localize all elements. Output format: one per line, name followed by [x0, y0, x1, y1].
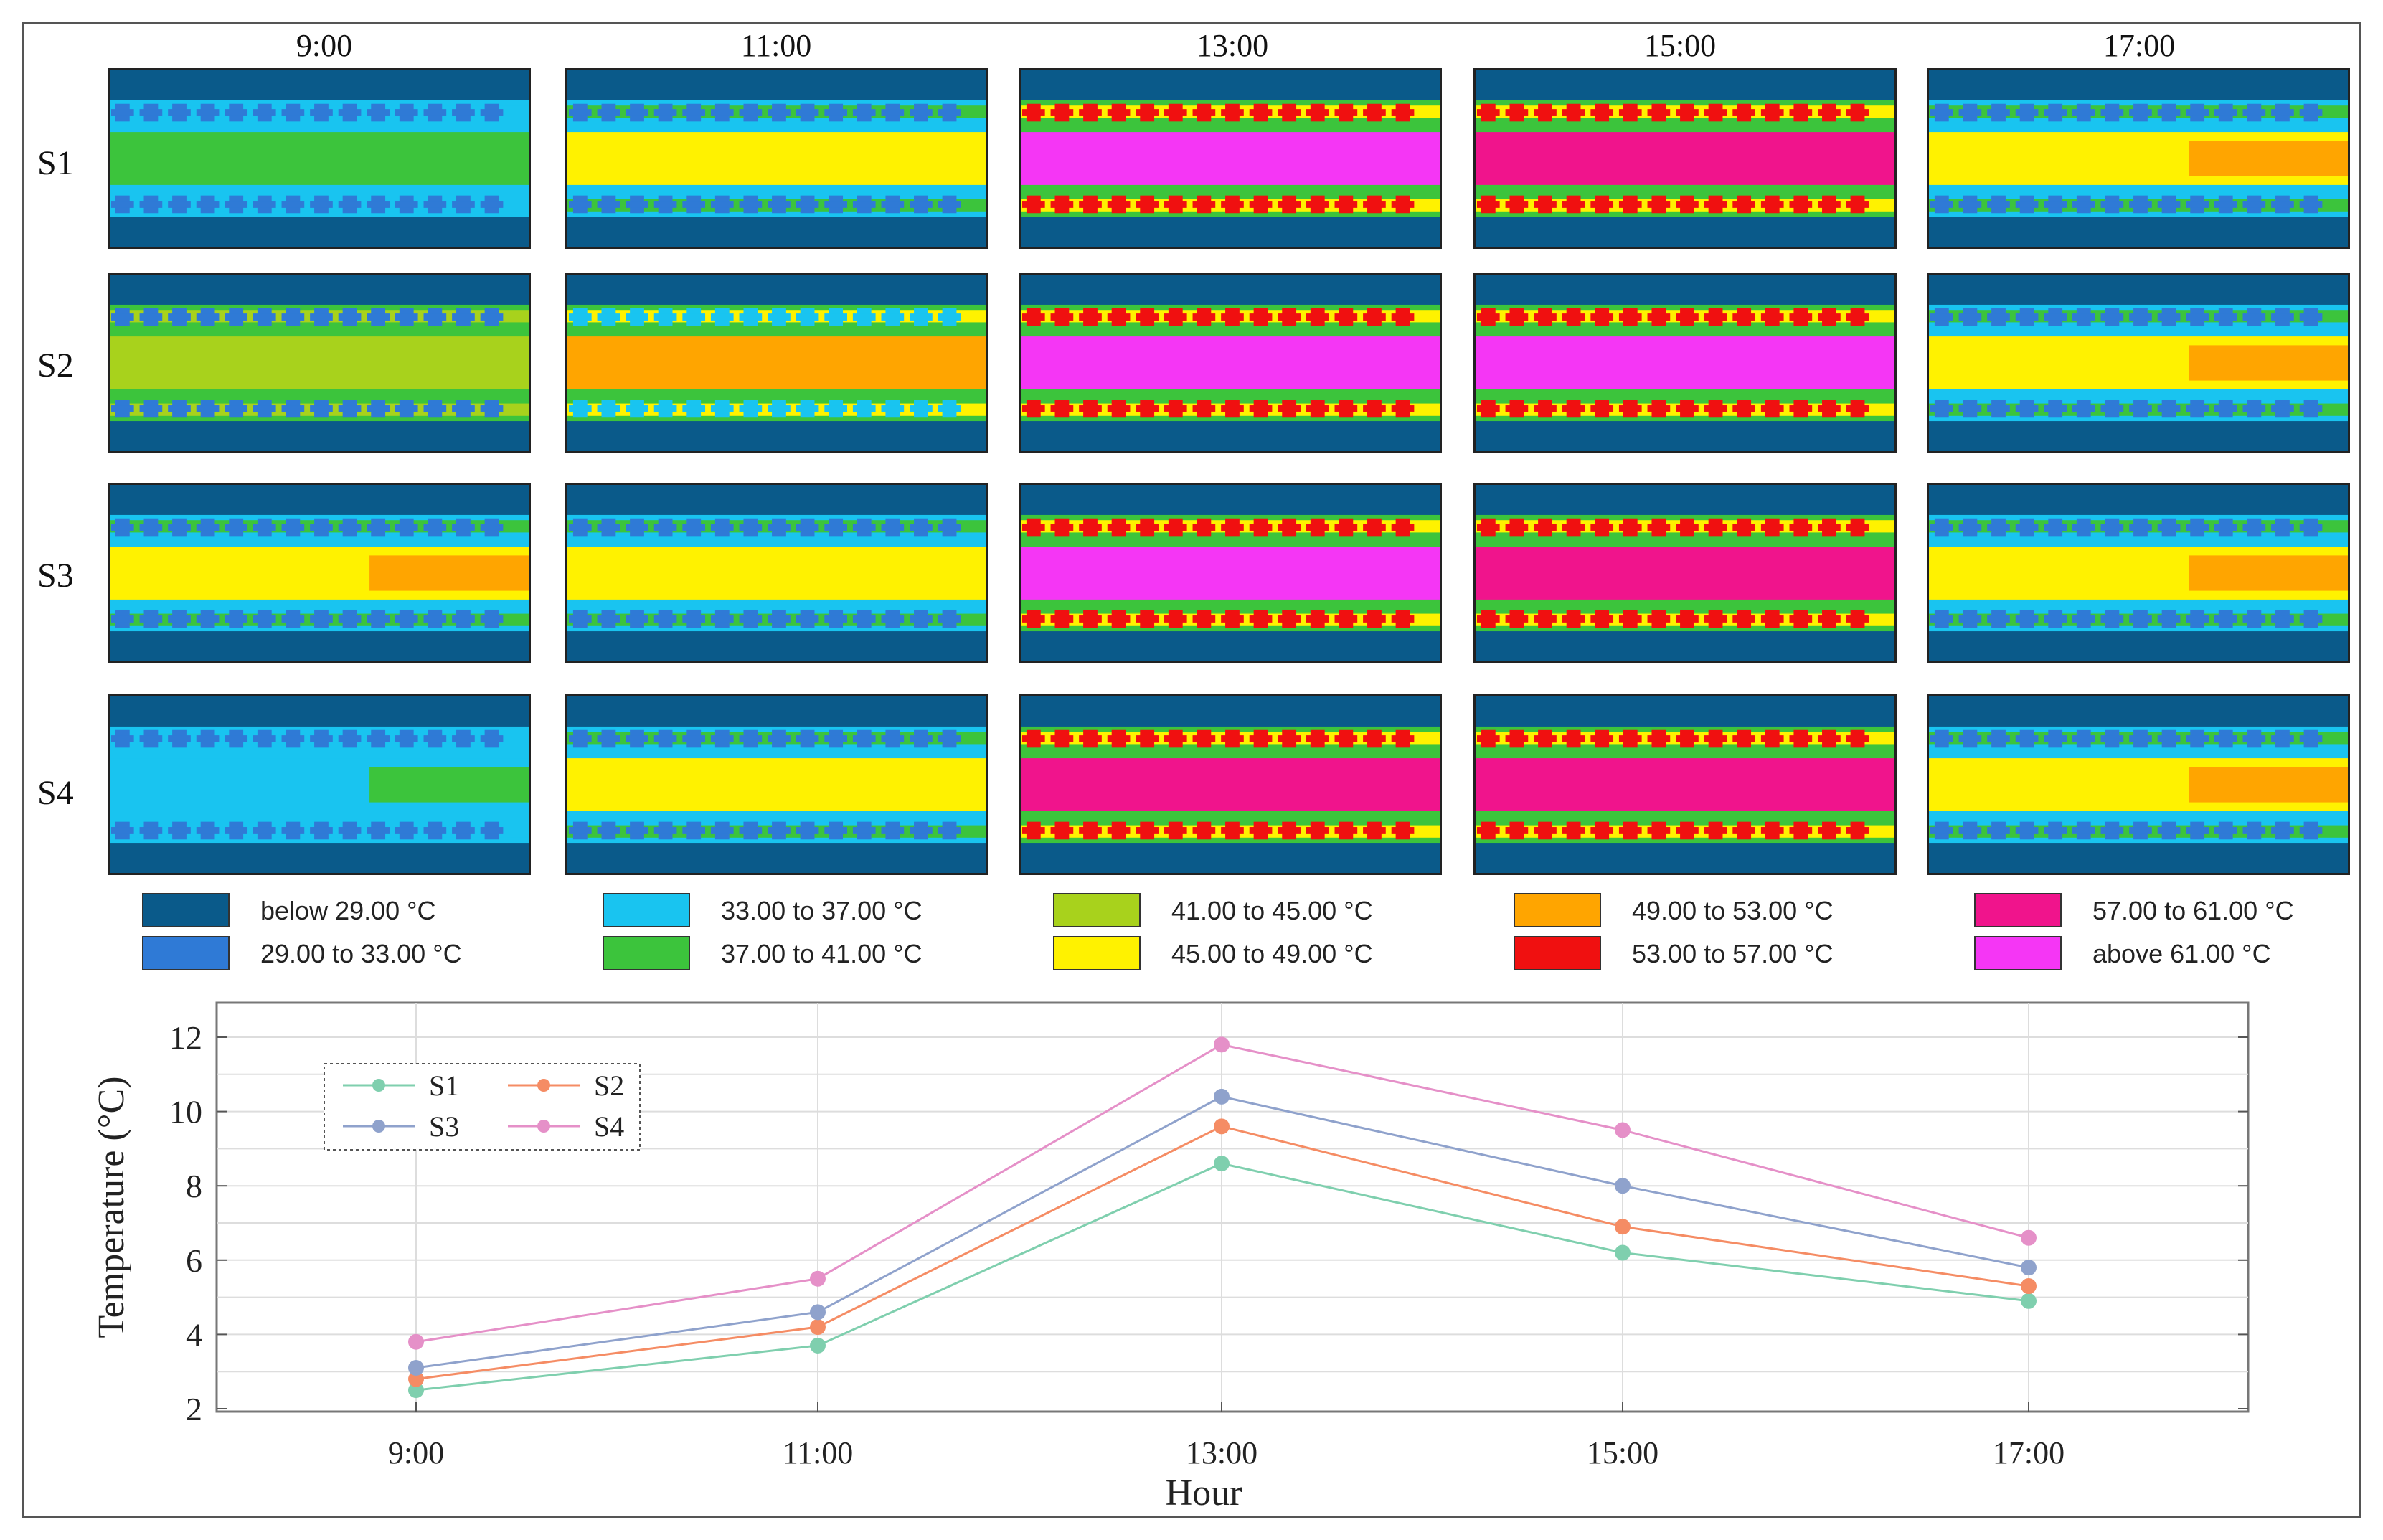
heatmap-panel-s4-3 — [1473, 694, 1897, 875]
column-header-9: 9:00 — [296, 28, 353, 63]
y-axis-label: Temperature (°C) — [91, 1076, 132, 1338]
chart-legend-marker — [372, 1120, 385, 1133]
column-header-11: 11:00 — [740, 28, 812, 63]
y-tick-label: 4 — [186, 1316, 202, 1353]
legend-swatch — [1514, 893, 1601, 927]
x-tick-label: 13:00 — [1186, 1435, 1257, 1470]
data-point-s3 — [1214, 1088, 1230, 1105]
legend-label: 29.00 to 33.00 °C — [260, 939, 462, 968]
series-points — [408, 1036, 2037, 1399]
heatmap-panel-s4-4 — [1927, 694, 2350, 875]
y-tick-label: 8 — [186, 1168, 202, 1204]
data-point-s3 — [408, 1360, 424, 1376]
chart-legend-marker — [537, 1120, 550, 1133]
y-tick-label: 6 — [186, 1242, 202, 1279]
data-point-s2 — [408, 1371, 424, 1387]
heatmap-panel-s1-1 — [565, 68, 988, 249]
data-point-s4 — [1214, 1036, 1230, 1053]
heatmap-panel-s2-4 — [1927, 273, 2350, 453]
x-tick-label: 11:00 — [783, 1435, 854, 1470]
heatmap-panel-s3-2 — [1019, 483, 1442, 663]
chart-legend-box — [324, 1063, 641, 1151]
legend-label: 37.00 to 41.00 °C — [721, 939, 922, 968]
legend-swatch — [1974, 893, 2062, 927]
heatmap-panel-s2-0 — [108, 273, 531, 453]
column-header-15: 15:00 — [1643, 28, 1717, 63]
legend-swatch — [142, 936, 230, 970]
heatmap-panel-s2-1 — [565, 273, 988, 453]
chart-legend-label: S1 — [429, 1069, 459, 1102]
data-point-s4 — [1615, 1122, 1631, 1138]
data-point-s3 — [2021, 1260, 2037, 1276]
heatmap-panel-s4-0 — [108, 694, 531, 875]
x-tick-label: 15:00 — [1587, 1435, 1658, 1470]
data-point-s4 — [810, 1270, 826, 1287]
data-point-s2 — [2021, 1278, 2037, 1295]
y-tick-label: 2 — [186, 1391, 202, 1427]
legend-swatch — [1514, 936, 1601, 970]
data-point-s1 — [1615, 1244, 1631, 1261]
data-point-s1 — [2021, 1293, 2037, 1309]
legend-label: 41.00 to 45.00 °C — [1171, 896, 1373, 925]
row-label-s1: S1 — [37, 144, 74, 182]
heatmap-panel-s1-0 — [108, 68, 531, 249]
row-label-s3: S3 — [37, 557, 74, 595]
chart-legend-marker — [372, 1079, 385, 1092]
x-axis-label: Hour — [1166, 1473, 1242, 1513]
legend-swatch — [1053, 936, 1141, 970]
heatmap-panel-s3-4 — [1927, 483, 2350, 663]
column-header-17: 17:00 — [2103, 28, 2176, 63]
x-tick-label: 17:00 — [1993, 1435, 2065, 1470]
legend-swatch — [603, 893, 690, 927]
legend-swatch — [1053, 893, 1141, 927]
data-point-s3 — [810, 1304, 826, 1321]
legend-swatch — [142, 893, 230, 927]
chart-legend-label: S2 — [594, 1069, 624, 1102]
heatmap-panel-s2-3 — [1473, 273, 1897, 453]
legend-swatch — [1974, 936, 2062, 970]
data-point-s2 — [810, 1319, 826, 1336]
chart-legend-marker — [537, 1079, 550, 1092]
heatmap-panel-s4-1 — [565, 694, 988, 875]
legend-label: above 61.00 °C — [2092, 939, 2271, 968]
x-tick-label: 9:00 — [388, 1435, 444, 1470]
data-point-s3 — [1615, 1178, 1631, 1194]
heatmap-panel-s3-3 — [1473, 483, 1897, 663]
heatmap-panel-s1-2 — [1019, 68, 1442, 249]
heatmap-panel-s3-0 — [108, 483, 531, 663]
data-point-s1 — [1214, 1156, 1230, 1172]
legend-label: 45.00 to 49.00 °C — [1171, 939, 1373, 968]
legend-label: 33.00 to 37.00 °C — [721, 896, 922, 925]
y-tick-label: 10 — [169, 1094, 202, 1130]
row-label-s4: S4 — [37, 774, 74, 812]
data-point-s1 — [408, 1382, 424, 1399]
heatmap-panel-s4-2 — [1019, 694, 1442, 875]
heatmap-panel-s1-4 — [1927, 68, 2350, 249]
y-tick-label: 12 — [169, 1019, 202, 1056]
chart-legend-label: S4 — [594, 1110, 624, 1143]
data-point-s2 — [1615, 1219, 1631, 1235]
legend-label: 49.00 to 53.00 °C — [1632, 896, 1834, 925]
y-axis-ticks: 2 4 6 8 10 12 — [169, 1019, 2248, 1427]
legend-label: below 29.00 °C — [260, 896, 436, 925]
heatmap-panel-s3-1 — [565, 483, 988, 663]
column-header-13: 13:00 — [1196, 28, 1269, 63]
legend-swatch — [603, 936, 690, 970]
legend-label: 53.00 to 57.00 °C — [1632, 939, 1834, 968]
data-point-s4 — [2021, 1229, 2037, 1246]
x-axis-ticks: 9:00 11:00 13:00 15:00 17:00 — [388, 1402, 2065, 1470]
data-point-s4 — [408, 1333, 424, 1350]
row-label-s2: S2 — [37, 346, 74, 384]
legend-label: 57.00 to 61.00 °C — [2092, 896, 2294, 925]
data-point-s1 — [810, 1337, 826, 1354]
heatmap-panel-s1-3 — [1473, 68, 1897, 249]
data-point-s2 — [1214, 1118, 1230, 1135]
chart-legend-label: S3 — [429, 1110, 459, 1143]
heatmap-panel-s2-2 — [1019, 273, 1442, 453]
chart-legend: S1 S2 S3 S4 — [324, 1063, 641, 1151]
